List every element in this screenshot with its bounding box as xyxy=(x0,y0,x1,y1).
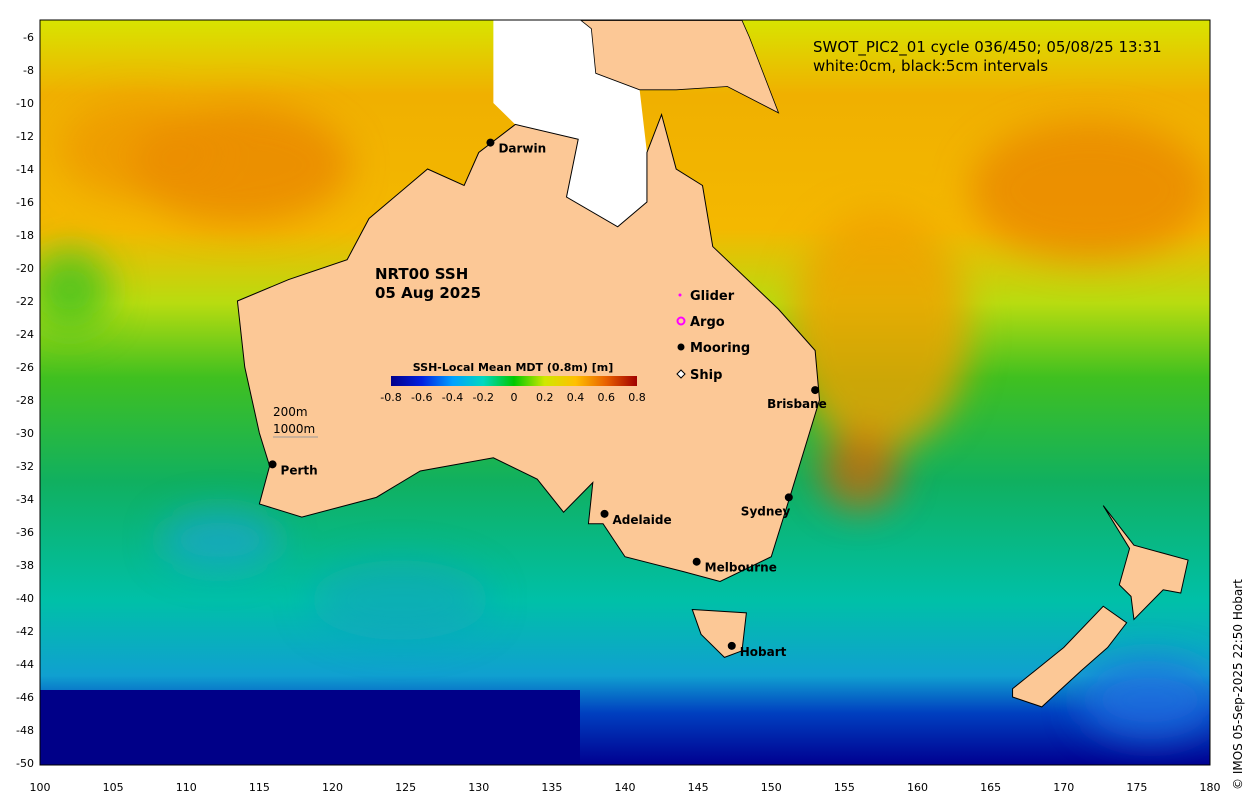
land-new-zealand-north xyxy=(1102,505,1189,621)
city-label: Melbourne xyxy=(705,561,777,575)
x-tick-label: 180 xyxy=(1200,781,1221,794)
y-tick-label: -40 xyxy=(16,592,34,605)
colorbar: SSH-Local Mean MDT (0.8m) [m] -0.8 -0.6 -0… xyxy=(380,361,645,404)
mooring-marker xyxy=(692,557,701,566)
colorbar-tick: -0.8 xyxy=(380,391,401,404)
y-tick-label: -36 xyxy=(16,526,34,539)
x-tick-label: 125 xyxy=(395,781,416,794)
x-tick-label: 175 xyxy=(1126,781,1147,794)
depth-200m: 200m xyxy=(273,405,308,419)
ssh-anomalies xyxy=(40,100,1210,740)
x-tick-label: 170 xyxy=(1053,781,1074,794)
y-tick-label: -24 xyxy=(16,328,34,341)
plot-frame xyxy=(39,19,1211,766)
y-tick-label: -22 xyxy=(16,295,34,308)
colorbar-tick: -0.6 xyxy=(411,391,432,404)
argo-icon xyxy=(676,316,686,326)
y-tick-label: -32 xyxy=(16,460,34,473)
ship-icon xyxy=(676,369,686,379)
colorbar-tick: -0.4 xyxy=(442,391,463,404)
x-tick-label: 165 xyxy=(980,781,1001,794)
colorbar-tick: 0.4 xyxy=(567,391,585,404)
land-new-zealand-south xyxy=(1012,605,1128,708)
y-tick-label: -48 xyxy=(16,724,34,737)
city-label: Brisbane xyxy=(767,397,827,411)
x-tick-label: 155 xyxy=(834,781,855,794)
date-label: 05 Aug 2025 xyxy=(375,284,481,302)
credit: © IMOS 05-Sep-2025 22:50 Hobart xyxy=(1231,579,1245,790)
legend-argo: Argo xyxy=(690,315,725,330)
colorbar-label: SSH-Local Mean MDT (0.8m) [m] xyxy=(413,361,613,374)
x-tick-label: 140 xyxy=(615,781,636,794)
colorbar-tick: 0.2 xyxy=(536,391,554,404)
colorbar-tick: 0.8 xyxy=(628,391,646,404)
city-label: Hobart xyxy=(740,645,787,659)
land-new-guinea xyxy=(579,20,780,114)
mooring-marker xyxy=(486,138,495,147)
city-label: Sydney xyxy=(741,504,791,518)
glider-icon xyxy=(678,293,682,297)
y-tick-label: -42 xyxy=(16,625,34,638)
y-tick-label: -8 xyxy=(23,64,34,77)
colorbar-tick: 0 xyxy=(511,391,518,404)
y-tick-label: -16 xyxy=(16,196,34,209)
x-tick-label: 160 xyxy=(907,781,928,794)
y-tick-label: -6 xyxy=(23,31,34,44)
y-tick-label: -12 xyxy=(16,130,34,143)
legend-glider: Glider xyxy=(690,289,735,304)
city-label: Darwin xyxy=(498,142,546,156)
mooring-marker xyxy=(600,509,609,518)
low-ssh-band xyxy=(40,690,580,765)
y-tick-label: -30 xyxy=(16,427,34,440)
colorbar-tick: -0.2 xyxy=(473,391,494,404)
legend-ship: Ship xyxy=(690,368,722,383)
x-tick-label: 105 xyxy=(103,781,124,794)
no-data-area xyxy=(493,20,647,227)
y-tick-label: -44 xyxy=(16,658,34,671)
title-line2: white:0cm, black:5cm intervals xyxy=(813,57,1048,75)
y-tick-label: -46 xyxy=(16,691,34,704)
x-tick-label: 150 xyxy=(761,781,782,794)
mooring-marker xyxy=(784,493,793,502)
y-tick-label: -10 xyxy=(16,97,34,110)
y-tick-label: -14 xyxy=(16,163,34,176)
mooring-icon xyxy=(677,343,685,351)
colorbar-tick: 0.6 xyxy=(598,391,616,404)
depth-contour-legend: 200m 1000m xyxy=(273,405,318,438)
x-tick-label: 145 xyxy=(688,781,709,794)
y-tick-label: -26 xyxy=(16,361,34,374)
x-tick-label: 120 xyxy=(322,781,343,794)
title-line1: SWOT_PIC2_01 cycle 036/450; 05/08/25 13:… xyxy=(813,38,1162,57)
y-tick-label: -50 xyxy=(16,757,34,770)
colorbar-ramp xyxy=(391,376,637,386)
x-tick-label: 115 xyxy=(249,781,270,794)
legend-mooring: Mooring xyxy=(690,341,750,356)
x-tick-label: 110 xyxy=(176,781,197,794)
mooring-marker xyxy=(268,460,277,469)
x-tick-label: 130 xyxy=(468,781,489,794)
y-tick-label: -34 xyxy=(16,493,34,506)
y-tick-label: -18 xyxy=(16,229,34,242)
product-label: NRT00 SSH xyxy=(375,265,468,283)
platform-legend: Glider Argo Mooring Ship xyxy=(676,289,750,383)
x-tick-label: 135 xyxy=(541,781,562,794)
mooring-marker xyxy=(811,386,820,395)
depth-1000m: 1000m xyxy=(273,422,315,436)
city-label: Perth xyxy=(281,463,318,477)
y-tick-label: -20 xyxy=(16,262,34,275)
y-tick-label: -28 xyxy=(16,394,34,407)
mooring-marker xyxy=(727,641,736,650)
city-label: Adelaide xyxy=(613,513,672,527)
x-tick-label: 100 xyxy=(30,781,51,794)
y-tick-label: -38 xyxy=(16,559,34,572)
